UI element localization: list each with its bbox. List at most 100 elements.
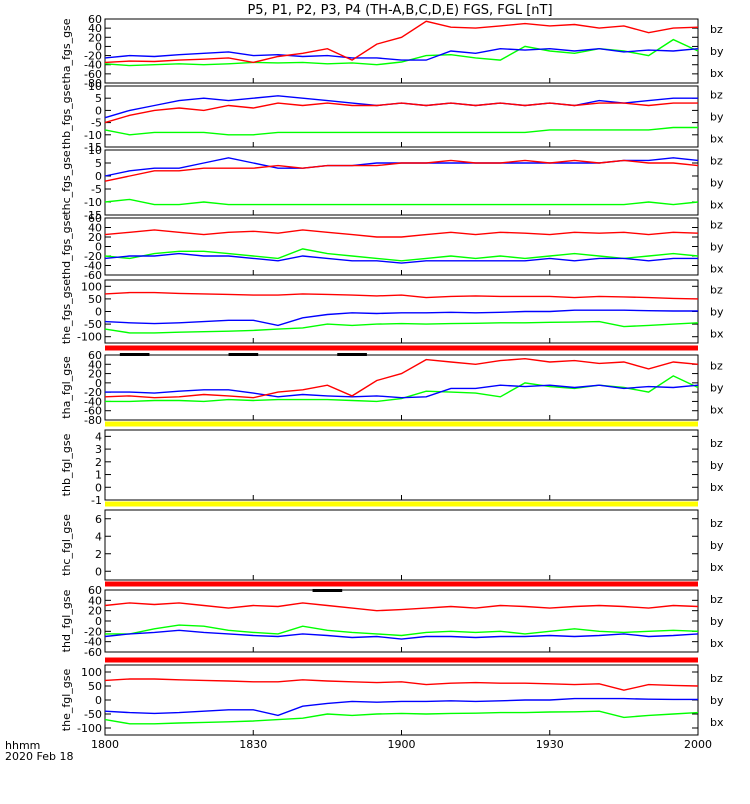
y-tick-label: -60 <box>84 269 102 282</box>
status-bar <box>105 657 698 663</box>
y-tick-label: -80 <box>84 77 102 90</box>
series-bx-line <box>105 384 699 399</box>
legend-bx: bx <box>710 716 724 729</box>
y-axis-label: tha_fgl_gse <box>60 356 73 419</box>
y-axis-label: thb_fgs_gse <box>60 84 73 150</box>
legend-by: by <box>710 382 724 395</box>
y-tick-label: 100 <box>81 666 102 679</box>
status-bar <box>105 581 698 592</box>
y-tick-label: 0 <box>95 241 102 254</box>
series-bx-line <box>104 309 698 327</box>
x-tick-labels: 1800 1830 1900 1930 2000 <box>91 738 712 751</box>
status-bar-fill <box>105 657 698 663</box>
series-bz-line <box>104 357 699 399</box>
series-by-line <box>105 624 699 637</box>
legend-by: by <box>710 241 724 254</box>
series-bz-line <box>104 159 699 182</box>
legend-bz: bz <box>710 517 723 530</box>
y-tick-label: -15 <box>84 141 102 154</box>
y-tick-label: 10 <box>88 144 102 157</box>
legend-bx: bx <box>710 637 724 650</box>
legend-bx: bx <box>710 481 724 494</box>
status-bars-group <box>105 345 698 663</box>
series-bx-line <box>104 47 699 61</box>
y-tick-label: 60 <box>88 349 102 362</box>
series-bz-line <box>104 602 699 612</box>
x-axis-label-date: 2020 Feb 18 <box>5 750 73 763</box>
series-bx-line <box>104 252 698 264</box>
y-tick-label: 20 <box>88 231 102 244</box>
y-tick-label: -1 <box>91 494 102 507</box>
y-tick-label: -50 <box>84 318 102 331</box>
status-bar <box>105 345 698 356</box>
y-axis-label: the_fgs_gse <box>60 279 73 344</box>
legend-bz: bz <box>710 672 723 685</box>
legend-bz: bz <box>710 219 723 232</box>
y-tick-label: 20 <box>88 31 102 44</box>
series-bx-line <box>104 697 698 717</box>
x-tick-label: 1800 <box>91 738 119 751</box>
y-axis-label: thd_fgl_gse <box>60 589 73 652</box>
y-tick-label: 50 <box>88 293 102 306</box>
y-tick-label: 60 <box>88 212 102 225</box>
legend-bz: bz <box>710 23 723 36</box>
y-tick-label: 2 <box>95 456 102 469</box>
y-tick-label: -40 <box>84 636 102 649</box>
y-tick-label: -15 <box>84 209 102 222</box>
y-tick-label: 40 <box>88 22 102 35</box>
legend-by: by <box>710 694 724 707</box>
legend-bx: bx <box>710 561 724 574</box>
y-tick-label: 4 <box>95 430 102 443</box>
series-bz-line <box>104 678 699 691</box>
legend-by: by <box>710 111 724 124</box>
status-bar-fill <box>105 581 698 587</box>
panel-frame <box>104 85 699 148</box>
legend-bx: bx <box>710 263 724 276</box>
series-by-line <box>104 126 698 136</box>
y-tick-label: 0 <box>95 40 102 53</box>
y-axis-label: tha_fgs_gse <box>60 18 73 83</box>
series-bz-line <box>104 229 699 238</box>
panel-frame <box>104 18 699 84</box>
y-tick-label: -5 <box>91 117 102 130</box>
x-tick-label: 1930 <box>536 738 564 751</box>
y-axis-label: thb_fgl_gse <box>60 433 73 496</box>
status-bar-fill <box>105 501 698 507</box>
y-axis-label: thd_fgs_gse <box>60 214 73 280</box>
y-tick-label: -60 <box>84 405 102 418</box>
y-tick-label: 0 <box>95 481 102 494</box>
panel-frame <box>104 217 699 276</box>
y-tick-label: 20 <box>88 368 102 381</box>
panel-frame <box>104 429 699 501</box>
y-tick-label: -40 <box>84 59 102 72</box>
y-axis-label: the_fgl_gse <box>60 669 73 732</box>
y-tick-label: -100 <box>77 331 102 344</box>
y-tick-label: 0 <box>95 565 102 578</box>
panel-thc_fgl_gse: 6 4 2 0 thc_fgl_gse bz by bx <box>60 509 724 581</box>
y-tick-label: 100 <box>81 280 102 293</box>
panel-frame <box>104 354 699 421</box>
y-tick-label: 0 <box>95 104 102 117</box>
y-tick-label: -40 <box>84 395 102 408</box>
y-tick-label: -10 <box>84 129 102 142</box>
y-tick-label: -20 <box>84 386 102 399</box>
y-tick-label: -20 <box>84 50 102 63</box>
series-by-line <box>104 248 699 262</box>
series-bz-line <box>104 20 699 64</box>
status-bar-fill <box>105 345 698 351</box>
y-tick-label: 1 <box>95 469 102 482</box>
y-tick-label: -20 <box>84 250 102 263</box>
y-axis-label: thc_fgl_gse <box>60 514 73 576</box>
series-by-line <box>104 198 699 206</box>
legend-bz: bz <box>710 284 723 297</box>
series-by-line <box>104 38 699 67</box>
y-tick-label: 0 <box>95 170 102 183</box>
